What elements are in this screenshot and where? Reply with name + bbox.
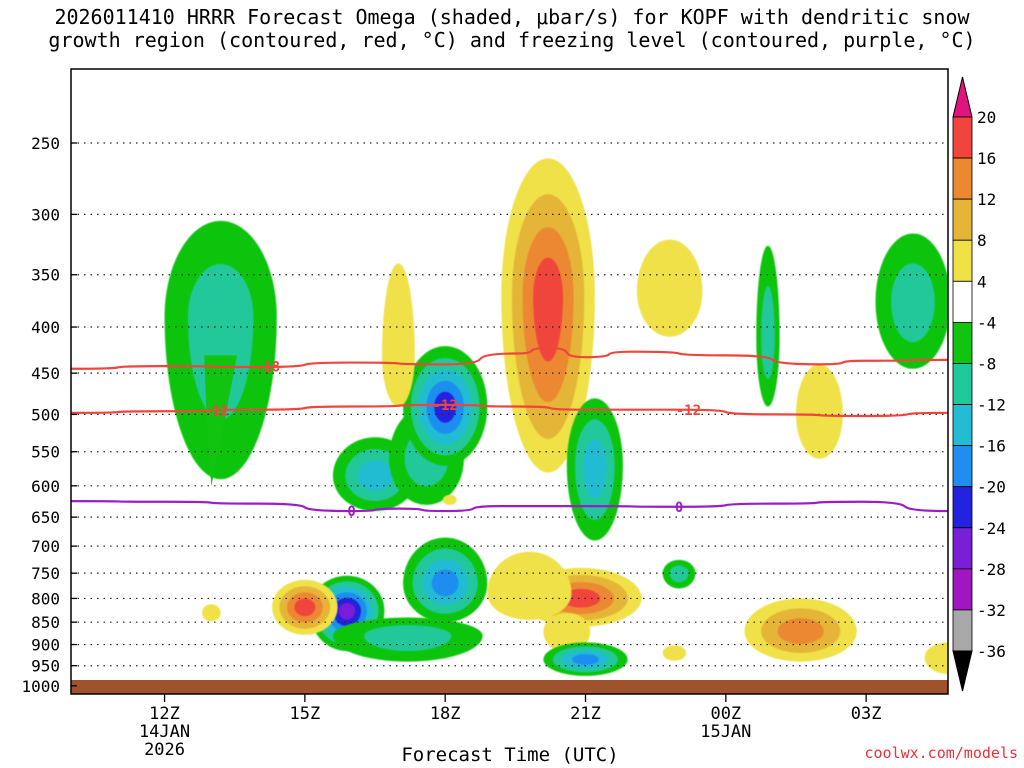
y-axis: 250 300 350 400 450 500 550 600 650 700 750 800 850 9… (21, 134, 77, 696)
omega-blob-23-level-0 (442, 494, 457, 505)
x-tick-date-00Z: 15JAN (700, 722, 751, 742)
contour-label-2-0: 0 (347, 504, 355, 520)
colorbar-band--16--12 (952, 404, 973, 447)
contour-line-2 (71, 500, 948, 513)
x-tick-label-12Z: 12Z (149, 704, 180, 724)
colorbar: 20 16 12 8 4 -4 -8 -12 -16 -20 -24 -28 -32 -36 (952, 76, 1006, 692)
omega-blob-13-level-2 (583, 439, 607, 499)
omega-blob-18-level-0 (795, 364, 843, 459)
colorbar-label--20: -20 (977, 478, 1006, 497)
temperature-contours: -18 -12 -12 -12 0 0 (71, 346, 948, 520)
colorbar-band-4-8 (952, 239, 973, 282)
contour-label-1-2: -12 (676, 403, 701, 419)
colorbar-label--4: -4 (977, 313, 996, 332)
omega-blob-6-level-3 (431, 569, 459, 597)
omega-blob-14-level-2 (777, 618, 824, 645)
colorbar-label-16: 16 (977, 149, 996, 168)
y-tick-label-600: 600 (31, 477, 60, 496)
x-tick-date-12Z: 14JAN (139, 722, 190, 742)
omega-blob-17-level-1 (761, 286, 775, 379)
colorbar-band-8-12 (952, 198, 973, 241)
contour-label-1-0: -12 (203, 403, 228, 419)
colorbar-band--12--8 (952, 363, 973, 405)
omega-blob-0-tail (204, 355, 238, 486)
contour-label-0-0: -18 (255, 360, 280, 376)
colorbar-band--32--28 (952, 568, 973, 611)
y-tick-label-750: 750 (31, 564, 60, 583)
colorbar-band--36--32 (952, 609, 973, 652)
omega-blob-21-level-0 (201, 604, 221, 622)
title-line-2: growth region (contoured, red, °C) and f… (48, 28, 976, 52)
y-tick-label-700: 700 (31, 537, 60, 556)
y-tick-label-300: 300 (31, 205, 60, 224)
y-tick-label-250: 250 (31, 134, 60, 153)
y-tick-label-550: 550 (31, 443, 60, 462)
colorbar-band--24--20 (952, 486, 973, 529)
colorbar-band--8--4 (952, 321, 973, 364)
x-tick-label-03Z: 03Z (851, 704, 882, 724)
credit-link[interactable]: coolwx.com/models (864, 744, 1018, 762)
x-tick-label-15Z: 15Z (290, 704, 321, 724)
omega-blob-4-level-5 (338, 603, 356, 620)
contour-label-2-1: 0 (675, 500, 683, 516)
colorbar-label--8: -8 (977, 354, 996, 373)
y-tick-label-400: 400 (31, 318, 60, 337)
y-tick-label-650: 650 (31, 508, 60, 527)
colorbar-label--36: -36 (977, 642, 1006, 661)
title-line-1: 2026011410 HRRR Forecast Omega (shaded, … (54, 5, 970, 29)
x-axis-label: Forecast Time (UTC) (401, 744, 619, 766)
colorbar-label-20: 20 (977, 108, 996, 127)
y-tick-label-800: 800 (31, 589, 60, 608)
terrain-bar (71, 680, 948, 694)
y-tick-label-950: 950 (31, 657, 60, 676)
x-tick-label-21Z: 21Z (570, 704, 601, 724)
colorbar-label--12: -12 (977, 396, 1006, 415)
y-tick-label-900: 900 (31, 636, 60, 655)
colorbar-band-12-16 (952, 157, 973, 200)
colorbar-band--4-4 (952, 280, 973, 323)
chart-title: 2026011410 HRRR Forecast Omega (shaded, … (0, 6, 1024, 52)
omega-blob-0-level-1 (187, 263, 254, 420)
omega-blob-19-level-1 (669, 565, 689, 583)
contour-label-1-1: -12 (433, 398, 458, 414)
colorbar-label-8: 8 (977, 231, 987, 250)
omega-blob-1-level-2 (357, 460, 393, 491)
colorbar-label-4: 4 (977, 272, 987, 291)
colorbar-label--32: -32 (977, 601, 1006, 620)
omega-blob-22-level-0 (662, 645, 687, 661)
omega-shading (164, 158, 948, 676)
x-tick-label-00Z: 00Z (710, 704, 741, 724)
y-tick-label-450: 450 (31, 364, 60, 383)
omega-blob-8-level-3 (533, 257, 563, 362)
x-tick-label-18Z: 18Z (430, 704, 461, 724)
colorbar-band--28--24 (952, 527, 973, 570)
x-tick-year-12Z: 2026 (144, 740, 185, 760)
colorbar-label-12: 12 (977, 190, 996, 209)
omega-blob-15-level-1 (891, 263, 935, 343)
omega-blob-12-level-3 (572, 654, 599, 665)
y-tick-label-500: 500 (31, 405, 60, 424)
colorbar-band--20--16 (952, 445, 973, 488)
omega-blob-7-level-3 (294, 598, 316, 617)
colorbar-band-16-20 (952, 116, 973, 159)
omega-blob-10-level-0 (487, 551, 572, 620)
colorbar-label--24: -24 (977, 519, 1006, 538)
colorbar-top-arrow (952, 76, 973, 118)
plot-frame (70, 68, 949, 695)
omega-blob-20-level-0 (382, 263, 415, 407)
y-tick-label-350: 350 (31, 266, 60, 285)
y-tick-label-1000: 1000 (21, 677, 60, 696)
colorbar-label--28: -28 (977, 560, 1006, 579)
colorbar-label--16: -16 (977, 437, 1006, 456)
contour-line-0 (71, 346, 948, 370)
omega-blob-3-level-4 (434, 391, 457, 423)
omega-blob-16-level-0 (636, 239, 703, 337)
colorbar-bottom-arrow (952, 650, 973, 692)
contour-line-1 (71, 403, 948, 418)
y-tick-label-850: 850 (31, 613, 60, 632)
